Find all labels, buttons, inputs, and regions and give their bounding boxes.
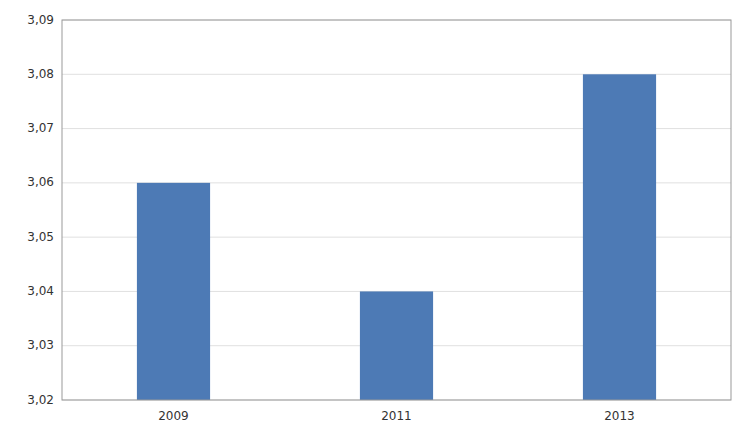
x-tick-label: 2013 (604, 409, 635, 423)
plot-frame (62, 20, 731, 400)
y-tick-label: 3,03 (27, 338, 54, 352)
y-tick-label: 3,04 (27, 284, 54, 298)
y-axis: 3,02 3,03 3,04 3,05 3,06 3,07 3,08 3,09 (27, 13, 54, 407)
x-axis: 2009 2011 2013 (158, 409, 635, 423)
y-tick-label: 3,09 (27, 13, 54, 27)
y-tick-label: 3,08 (27, 67, 54, 81)
x-tick-label: 2009 (158, 409, 189, 423)
x-tick-label: 2011 (381, 409, 412, 423)
bar (583, 74, 656, 400)
y-tick-label: 3,06 (27, 175, 54, 189)
bar (360, 291, 433, 400)
y-tick-label: 3,02 (27, 393, 54, 407)
bar (137, 183, 210, 400)
page: {"chart_data": {"type": "bar", "categori… (0, 0, 751, 442)
y-tick-label: 3,07 (27, 121, 54, 135)
bars (137, 74, 656, 400)
y-tick-label: 3,05 (27, 230, 54, 244)
chart-container: 3,02 3,03 3,04 3,05 3,06 3,07 3,08 3,09 2009 2011… (0, 0, 751, 442)
chart-svg: 3,02 3,03 3,04 3,05 3,06 3,07 3,08 3,09 2009 2011… (0, 0, 751, 442)
